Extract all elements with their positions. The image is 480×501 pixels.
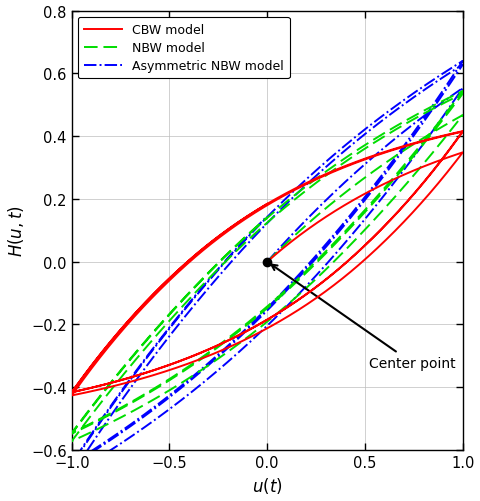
Text: Center point: Center point <box>271 265 456 370</box>
Legend: CBW model, NBW model, Asymmetric NBW model: CBW model, NBW model, Asymmetric NBW mod… <box>78 18 290 79</box>
X-axis label: $u(t)$: $u(t)$ <box>252 475 283 495</box>
Y-axis label: $H(u,t)$: $H(u,t)$ <box>6 205 25 257</box>
